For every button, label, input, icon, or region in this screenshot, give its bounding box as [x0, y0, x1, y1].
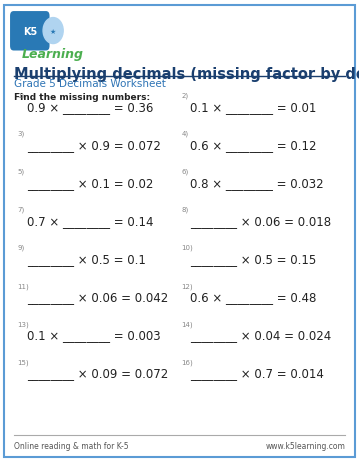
Text: 11): 11)	[17, 282, 29, 289]
Text: Grade 5 Decimals Worksheet: Grade 5 Decimals Worksheet	[14, 79, 165, 89]
Text: Find the missing numbers:: Find the missing numbers:	[14, 93, 150, 101]
Text: 0.9 × ________ = 0.36: 0.9 × ________ = 0.36	[27, 101, 153, 114]
Text: 16): 16)	[181, 358, 193, 365]
Text: www.k5learning.com: www.k5learning.com	[266, 441, 345, 450]
FancyBboxPatch shape	[10, 12, 50, 51]
Text: ________ × 0.1 = 0.02: ________ × 0.1 = 0.02	[27, 177, 153, 190]
Text: 3): 3)	[17, 131, 24, 137]
Text: 0.6 × ________ = 0.12: 0.6 × ________ = 0.12	[190, 139, 317, 152]
Text: 10): 10)	[181, 244, 193, 251]
Text: Online reading & math for K-5: Online reading & math for K-5	[14, 441, 128, 450]
Text: 1): 1)	[17, 93, 24, 99]
Text: ________ × 0.9 = 0.072: ________ × 0.9 = 0.072	[27, 139, 161, 152]
Text: 2): 2)	[181, 93, 188, 99]
Text: 0.7 × ________ = 0.14: 0.7 × ________ = 0.14	[27, 215, 153, 228]
Text: ________ × 0.04 = 0.024: ________ × 0.04 = 0.024	[190, 329, 331, 342]
Text: 0.8 × ________ = 0.032: 0.8 × ________ = 0.032	[190, 177, 324, 190]
Text: 13): 13)	[17, 320, 29, 327]
Text: ________ × 0.06 = 0.018: ________ × 0.06 = 0.018	[190, 215, 331, 228]
Text: ________ × 0.5 = 0.1: ________ × 0.5 = 0.1	[27, 253, 146, 266]
Text: 4): 4)	[181, 131, 188, 137]
Text: ________ × 0.7 = 0.014: ________ × 0.7 = 0.014	[190, 367, 324, 380]
Text: 5): 5)	[17, 169, 24, 175]
Text: 0.1 × ________ = 0.003: 0.1 × ________ = 0.003	[27, 329, 160, 342]
Text: K5: K5	[23, 26, 37, 37]
Text: ________ × 0.09 = 0.072: ________ × 0.09 = 0.072	[27, 367, 168, 380]
Text: 0.1 × ________ = 0.01: 0.1 × ________ = 0.01	[190, 101, 317, 114]
Text: 8): 8)	[181, 206, 188, 213]
Text: ________ × 0.06 = 0.042: ________ × 0.06 = 0.042	[27, 291, 168, 304]
Circle shape	[43, 19, 63, 44]
Text: ________ × 0.5 = 0.15: ________ × 0.5 = 0.15	[190, 253, 317, 266]
Text: 12): 12)	[181, 282, 193, 289]
Text: 15): 15)	[17, 358, 29, 365]
Text: 7): 7)	[17, 206, 24, 213]
Text: Multiplying decimals (missing factor by decimals): Multiplying decimals (missing factor by …	[14, 67, 359, 82]
Text: ★: ★	[50, 29, 56, 34]
Text: 9): 9)	[17, 244, 24, 251]
Text: 14): 14)	[181, 320, 193, 327]
Text: 6): 6)	[181, 169, 188, 175]
Text: 0.6 × ________ = 0.48: 0.6 × ________ = 0.48	[190, 291, 317, 304]
Text: Learning: Learning	[22, 48, 84, 61]
